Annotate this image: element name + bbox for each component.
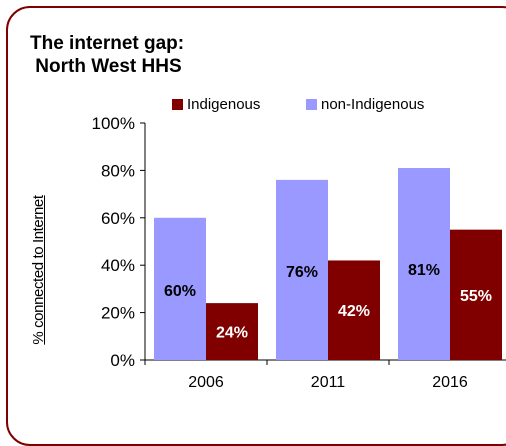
data-label-non-indigenous: 81% — [408, 262, 440, 279]
x-tick-label: 2011 — [311, 374, 346, 391]
y-tick-label: 20% — [101, 304, 135, 323]
legend-swatch-indigenous — [172, 99, 183, 110]
x-tick-label: 2016 — [432, 374, 468, 391]
y-tick-label: 60% — [101, 209, 135, 228]
legend-swatch-non-indigenous — [306, 99, 317, 110]
y-tick-label: 0% — [110, 351, 135, 370]
data-label-indigenous: 24% — [216, 325, 248, 342]
bar-indigenous — [328, 260, 380, 360]
bar-non-indigenous — [276, 179, 328, 360]
bar-indigenous — [450, 229, 502, 360]
y-tick-label: 100% — [92, 114, 135, 133]
bar-indigenous — [206, 303, 258, 360]
bar-non-indigenous — [398, 168, 450, 360]
data-label-non-indigenous: 76% — [286, 264, 318, 281]
data-label-non-indigenous: 60% — [164, 283, 196, 300]
y-tick-label: 40% — [101, 256, 135, 275]
chart-title: The internet gap: North West HHS — [30, 32, 184, 78]
data-label-indigenous: 42% — [338, 303, 370, 320]
chart-title-line-2: North West HHS — [30, 56, 182, 77]
legend-item-indigenous: Indigenous — [172, 96, 260, 113]
legend-label-non-indigenous: non-Indigenous — [321, 96, 425, 113]
chart-title-line-1: The internet gap: — [30, 33, 185, 54]
y-tick-label: 80% — [101, 161, 135, 180]
x-tick-label: 2006 — [188, 374, 224, 391]
bar-non-indigenous — [154, 217, 206, 360]
data-label-indigenous: 55% — [460, 288, 492, 305]
plot-area: 0% 20% 40% 60% 80% 100% 60% 24% 2006 76% 42% 2011 81… — [92, 114, 506, 391]
legend-label-indigenous: Indigenous — [187, 96, 261, 113]
legend-item-non-indigenous: non-Indigenous — [306, 96, 424, 113]
